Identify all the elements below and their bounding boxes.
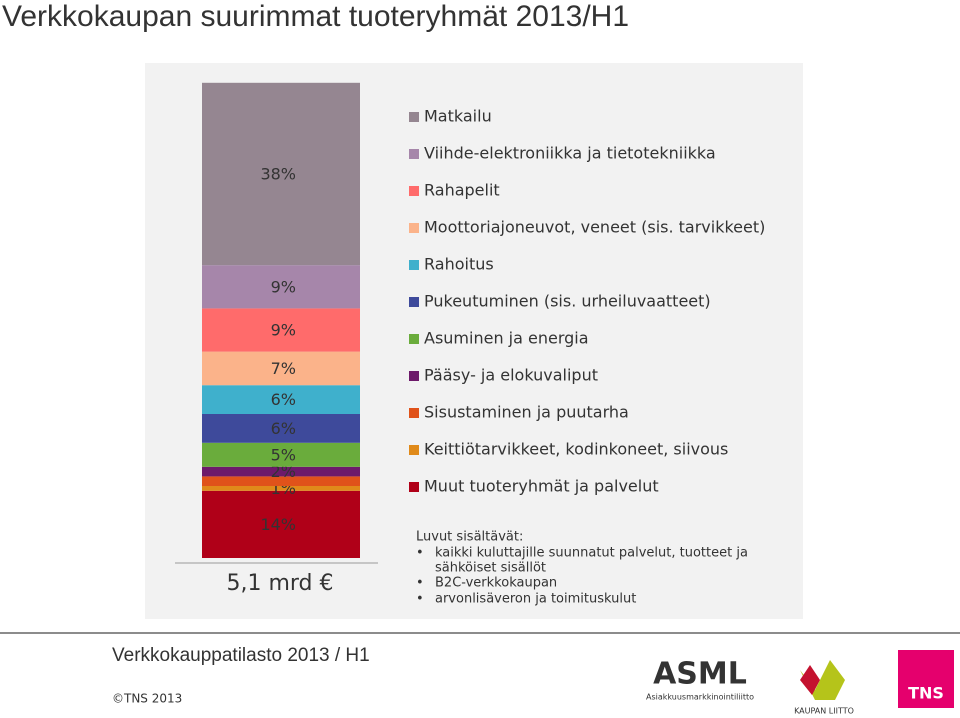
legend-swatch (409, 260, 419, 270)
legend-swatch (409, 112, 419, 122)
logo-asml-sub: Asiakkuusmarkkinointiliitto (646, 693, 754, 702)
legend-label: Rahapelit (424, 181, 500, 200)
bar-segment (202, 82, 360, 266)
logo-kauppa: KAUPAN LIITTO (794, 707, 854, 716)
legend-swatch (409, 223, 419, 233)
bar-segment (202, 486, 360, 491)
footer-copyright: ©TNS 2013 (112, 692, 182, 706)
bar-segment (202, 442, 360, 467)
legend-label: Moottoriajoneuvot, veneet (sis. tarvikke… (424, 218, 765, 237)
bar-segment (202, 385, 360, 414)
bar-segment (202, 466, 360, 477)
legend-swatch (409, 334, 419, 344)
data-label: 14% (260, 515, 296, 534)
data-label: 38% (260, 165, 296, 184)
bullet: • (416, 546, 424, 561)
legend-swatch (409, 149, 419, 159)
bar-segment (202, 414, 360, 443)
data-label: 9% (271, 321, 296, 340)
legend-label: Pukeutuminen (sis. urheiluvaatteet) (424, 292, 711, 311)
note-item: sähköiset sisällöt (435, 561, 546, 576)
logo-asml: ASML (653, 657, 747, 692)
data-label: 5% (271, 445, 296, 464)
legend-label: Matkailu (424, 107, 492, 126)
bar-segment (202, 476, 360, 486)
slide-title: Verkkokaupan suurimmat tuoteryhmät 2013/… (2, 0, 629, 33)
bar-segment (202, 265, 360, 309)
data-label: 7% (271, 359, 296, 378)
data-label: 6% (271, 390, 296, 409)
bar-segment (202, 308, 360, 352)
legend-swatch (409, 186, 419, 196)
footer-source: Verkkokauppatilasto 2013 / H1 (112, 645, 370, 666)
logo-tns-box (898, 650, 954, 708)
legend-swatch (409, 371, 419, 381)
notes-heading: Luvut sisältävät: (416, 530, 523, 545)
bar-segment (202, 490, 360, 558)
total-label: 5,1 mrd € (226, 571, 333, 596)
legend-label: Keittiötarvikkeet, kodinkoneet, siivous (424, 440, 728, 459)
legend-label: Pääsy- ja elokuvaliput (424, 366, 598, 385)
note-item: arvonlisäveron ja toimituskulut (435, 592, 636, 607)
legend-swatch (409, 445, 419, 455)
logo-kauppa-mark (800, 660, 845, 700)
legend-label: Rahoitus (424, 255, 494, 274)
legend-swatch (409, 408, 419, 418)
data-label: 9% (271, 277, 296, 296)
legend-label: Muut tuoteryhmät ja palvelut (424, 477, 659, 496)
data-label: 6% (271, 419, 296, 438)
logo-tns: TNS (908, 684, 944, 703)
bullet: • (416, 576, 424, 591)
bullet: • (416, 592, 424, 607)
bar-segment (202, 351, 360, 386)
notes-list: • kaikki kuluttajille suunnatut palvelut… (416, 546, 748, 607)
data-label: 2% (271, 462, 296, 481)
legend-label: Viihde-elektroniikka ja tietotekniikka (424, 144, 716, 163)
legend-swatch (409, 297, 419, 307)
note-item: B2C-verkkokaupan (435, 576, 557, 591)
legend-label: Sisustaminen ja puutarha (424, 403, 629, 422)
note-item: kaikki kuluttajille suunnatut palvelut, … (435, 546, 748, 561)
legend-swatch (409, 482, 419, 492)
legend-label: Asuminen ja energia (424, 329, 589, 348)
